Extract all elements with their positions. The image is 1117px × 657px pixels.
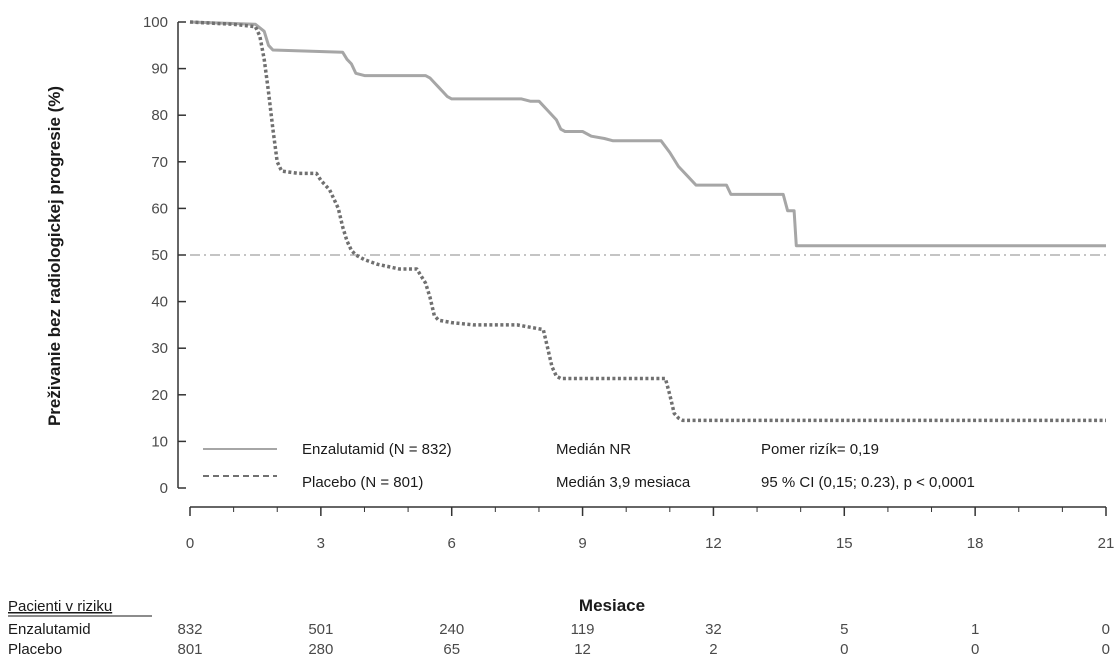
x-tick-label: 15 xyxy=(836,535,853,552)
risk-table-title: Pacienti v riziku xyxy=(8,598,112,615)
risk-row-label-placebo: Placebo xyxy=(8,641,62,657)
series-line-enzalutamid xyxy=(189,20,1106,248)
x-tick-label: 18 xyxy=(967,535,984,552)
y-tick-label: 90 xyxy=(151,61,168,78)
risk-table-value: 0 xyxy=(1102,641,1110,657)
y-tick-label: 60 xyxy=(151,200,168,217)
risk-table-value: 0 xyxy=(840,641,848,657)
x-axis-label: Mesiace xyxy=(579,596,645,615)
risk-values: 832 501 240 119 32 5 1 0 801 280 65 12 2 0 0 0 xyxy=(177,621,1110,657)
axes: 0 10 20 30 40 50 60 70 80 90 100 0 3 6 9 12 15 18 21 xyxy=(143,14,1114,552)
y-tick-label: 70 xyxy=(151,154,168,171)
y-tick-label: 0 xyxy=(160,480,168,497)
y-tick-label: 50 xyxy=(151,247,168,264)
risk-table-value: 0 xyxy=(1102,621,1110,638)
risk-table-value: 32 xyxy=(705,621,722,638)
y-tick-label: 30 xyxy=(151,340,168,357)
y-tick-label: 40 xyxy=(151,294,168,311)
y-tick-label: 10 xyxy=(151,433,168,450)
x-tick-label: 21 xyxy=(1098,535,1115,552)
risk-table-value: 5 xyxy=(840,621,848,638)
legend-hazard-ratio: Pomer rizík= 0,19 xyxy=(761,441,879,458)
risk-table-value: 119 xyxy=(571,621,595,638)
risk-table-value: 501 xyxy=(308,621,333,638)
risk-row-label-enzalutamid: Enzalutamid xyxy=(8,621,91,638)
y-tick-label: 100 xyxy=(143,14,168,31)
risk-table-value: 832 xyxy=(177,621,202,638)
x-tick-label: 0 xyxy=(186,535,194,552)
risk-table-value: 280 xyxy=(308,641,333,657)
risk-table-value: 65 xyxy=(443,641,460,657)
risk-table-value: 2 xyxy=(709,641,717,657)
x-tick-label: 9 xyxy=(578,535,586,552)
legend-median-placebo: Medián 3,9 mesiaca xyxy=(556,474,691,491)
risk-table-value: 801 xyxy=(177,641,202,657)
x-tick-label: 12 xyxy=(705,535,722,552)
risk-table-value: 12 xyxy=(574,641,591,657)
legend-median-enzalutamid: Medián NR xyxy=(556,441,631,458)
risk-table-value: 0 xyxy=(971,641,979,657)
y-tick-label: 20 xyxy=(151,387,168,404)
legend-confidence-interval: 95 % CI (0,15; 0.23), p < 0,0001 xyxy=(761,474,975,491)
risk-table-value: 1 xyxy=(971,621,979,638)
risk-table: Pacienti v riziku Enzalutamid Placebo 83… xyxy=(8,598,1110,657)
y-tick-label: 80 xyxy=(151,107,168,124)
risk-table-value: 240 xyxy=(439,621,464,638)
series-line-placebo xyxy=(189,20,1106,423)
x-tick-label: 3 xyxy=(317,535,325,552)
legend-series-placebo: Placebo (N = 801) xyxy=(302,474,423,491)
legend: Enzalutamid (N = 832) Medián NR Pomer ri… xyxy=(203,441,975,491)
legend-series-enzalutamid: Enzalutamid (N = 832) xyxy=(302,441,452,458)
series-layer xyxy=(189,20,1106,423)
y-axis-label: Preživanie bez radiologickej progresie (… xyxy=(45,86,64,426)
x-tick-label: 6 xyxy=(448,535,456,552)
